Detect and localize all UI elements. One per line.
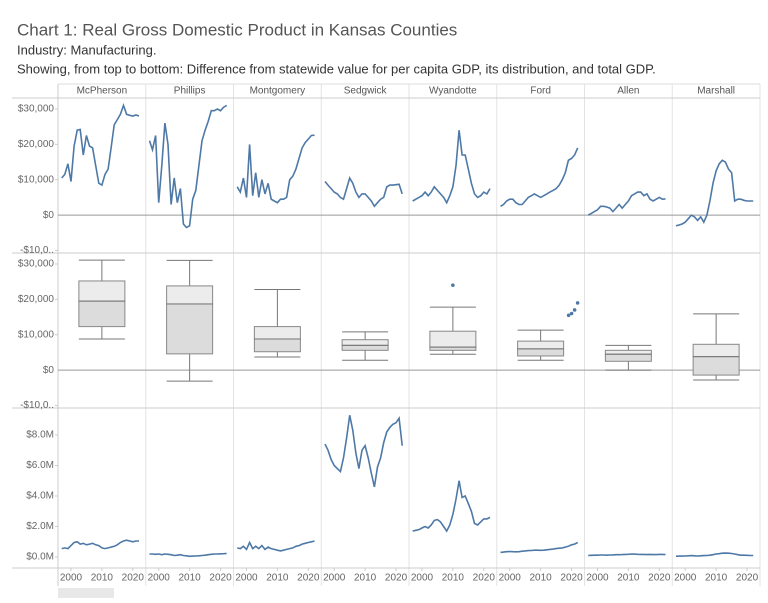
box-lower — [517, 348, 565, 357]
box-upper — [429, 330, 477, 348]
x-tick-label: 2010 — [266, 573, 289, 584]
y-tick-label: $6.0M — [26, 460, 54, 471]
column-header: Montgomery — [250, 86, 306, 97]
y-tick-label: $10,000 — [18, 329, 55, 340]
x-tick-label: 2010 — [530, 573, 553, 584]
x-tick-label: 2000 — [323, 573, 346, 584]
box-lower — [253, 338, 301, 353]
column-header: Marshall — [697, 86, 735, 97]
box-lower — [692, 356, 740, 376]
series-line — [588, 553, 666, 557]
x-tick-label: 2000 — [674, 573, 697, 584]
outlier — [572, 308, 577, 312]
y-tick-label: $30,000 — [18, 104, 55, 115]
series-line — [500, 147, 579, 207]
y-tick-label: $8.0M — [26, 430, 54, 441]
x-tick-label: 2020 — [122, 573, 145, 584]
x-tick-label: 2000 — [148, 573, 171, 584]
series-line — [237, 540, 315, 552]
series-line — [324, 175, 403, 208]
x-tick-label: 2000 — [499, 573, 522, 584]
x-tick-label: 2010 — [442, 573, 465, 584]
x-tick-label: 2020 — [648, 573, 671, 584]
x-tick-label: 2020 — [473, 573, 496, 584]
series-line — [412, 480, 491, 533]
series-line — [675, 159, 754, 227]
y-tick-label: $10,000 — [18, 174, 55, 185]
chart-title: Chart 1: Real Gross Domestic Product in … — [17, 20, 457, 39]
x-tick-label: 2020 — [297, 573, 320, 584]
y-tick-label: -$10,0.. — [20, 245, 54, 256]
series-line — [324, 415, 403, 488]
series-line — [500, 541, 579, 554]
series-line — [587, 191, 666, 216]
series-line — [149, 552, 227, 558]
y-tick-label: -$10,0.. — [20, 400, 54, 411]
outlier — [569, 311, 574, 316]
x-tick-label: 2000 — [411, 573, 434, 584]
box-lower — [604, 353, 652, 362]
series-line — [61, 539, 139, 550]
box-upper — [253, 326, 301, 340]
series-line — [675, 552, 754, 558]
box-lower — [166, 303, 214, 355]
column-header: Wyandotte — [429, 86, 477, 97]
x-tick-label: 2020 — [209, 573, 232, 584]
y-tick-label: $0 — [43, 210, 55, 221]
column-header: Ford — [530, 86, 551, 97]
box-lower — [341, 344, 389, 351]
y-tick-label: $0.0M — [26, 552, 54, 563]
y-tick-label: $4.0M — [26, 491, 54, 502]
y-tick-label: $30,000 — [18, 259, 55, 270]
x-tick-label: 2020 — [736, 573, 759, 584]
column-header: McPherson — [77, 86, 128, 97]
x-tick-label: 2000 — [60, 573, 83, 584]
y-tick-label: $20,000 — [18, 294, 55, 305]
series-line — [412, 130, 491, 205]
scrollbar[interactable] — [58, 588, 114, 598]
box-upper — [78, 280, 126, 302]
x-tick-label: 2020 — [385, 573, 408, 584]
x-tick-label: 2010 — [179, 573, 202, 584]
series-line — [61, 102, 140, 187]
x-tick-label: 2010 — [617, 573, 640, 584]
subtitle: Industry: Manufacturing. — [17, 42, 156, 57]
x-tick-label: 2000 — [235, 573, 258, 584]
outlier — [575, 301, 580, 305]
y-tick-label: $20,000 — [18, 139, 55, 150]
box-lower — [78, 300, 126, 328]
box-upper — [341, 339, 389, 346]
note: Showing, from top to bottom: Difference … — [17, 61, 656, 76]
outlier — [566, 313, 571, 318]
series-line — [236, 134, 315, 204]
box-upper — [604, 349, 652, 355]
box-upper — [692, 343, 740, 358]
box-upper — [517, 340, 565, 350]
column-header: Allen — [617, 86, 639, 97]
column-header: Phillips — [174, 86, 206, 97]
x-tick-label: 2000 — [586, 573, 609, 584]
outlier — [451, 283, 455, 288]
column-header: Sedgwick — [344, 86, 388, 97]
x-tick-label: 2020 — [560, 573, 583, 584]
x-tick-label: 2010 — [354, 573, 377, 584]
x-tick-label: 2010 — [91, 573, 114, 584]
box-upper — [166, 285, 214, 305]
y-tick-label: $2.0M — [26, 521, 54, 532]
x-tick-label: 2010 — [705, 573, 728, 584]
y-tick-label: $0 — [43, 365, 55, 376]
series-line — [148, 104, 228, 229]
